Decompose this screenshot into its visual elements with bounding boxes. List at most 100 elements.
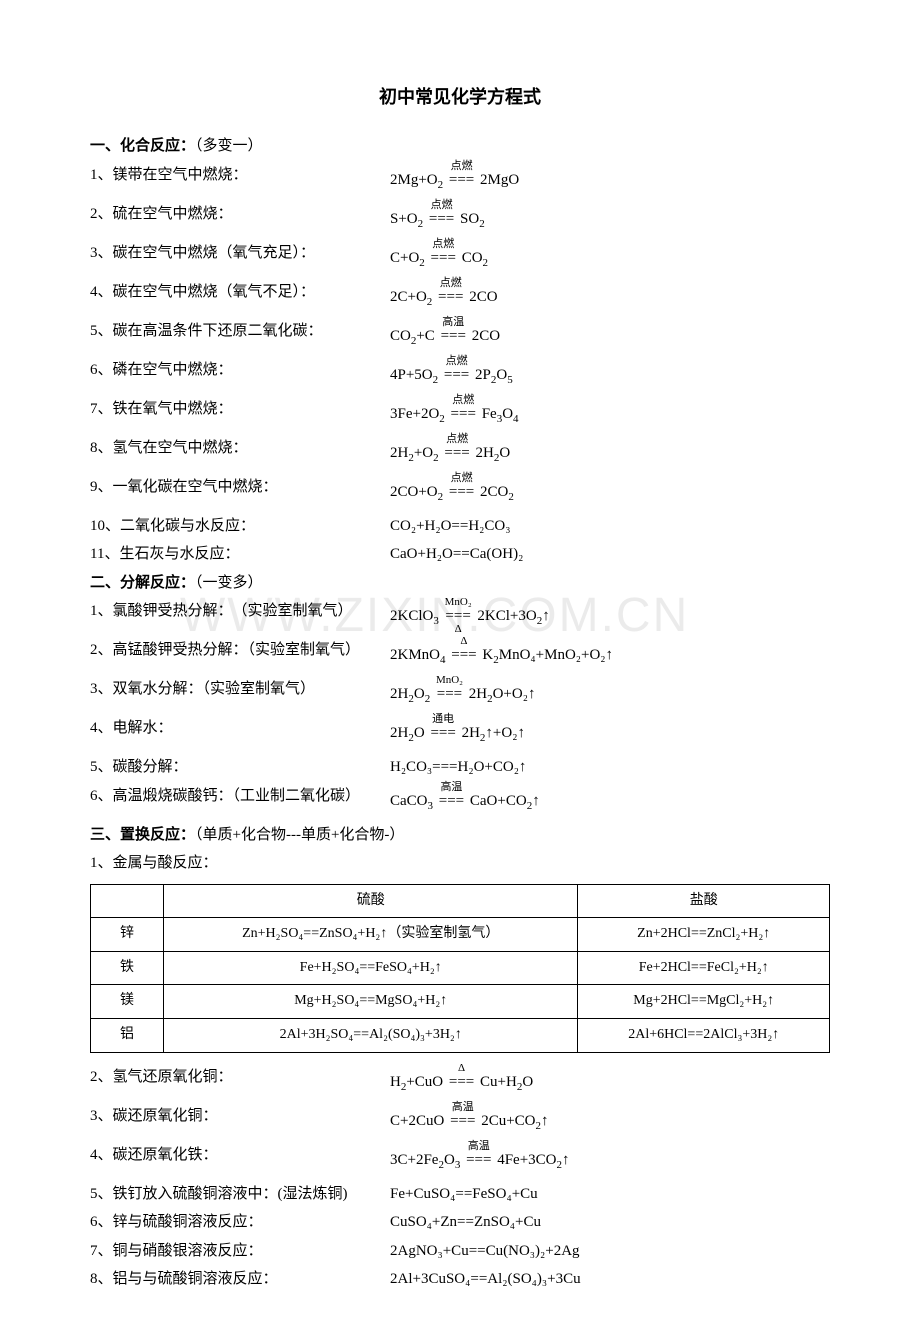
- table-cell: Mg+2HCl==MgCl₂+H₂↑: [578, 985, 830, 1019]
- table-cell: 铝: [91, 1019, 164, 1053]
- table-cell: Fe+2HCl==FeCl₂+H₂↑: [578, 951, 830, 985]
- page-title: 初中常见化学方程式: [90, 80, 830, 114]
- equation-formula: CuSO₄+Zn==ZnSO₄+Cu: [390, 1208, 830, 1237]
- table-cell: Fe+H₂SO₄==FeSO₄+H₂↑: [164, 951, 578, 985]
- table-cell: Mg+H₂SO₄==MgSO₄+H₂↑: [164, 985, 578, 1019]
- table-cell: Zn+2HCl==ZnCl₂+H₂↑: [578, 918, 830, 952]
- equation-formula: 2C+O2 点燃=== 2CO: [390, 278, 830, 317]
- section-2-note: （一变多）: [195, 575, 263, 591]
- equation-desc: 11、生石灰与水反应：: [90, 540, 390, 569]
- section-2-label: 二、分解反应：: [90, 575, 195, 591]
- section-1-note: （多变一）: [195, 138, 263, 154]
- table-header-row: 硫酸 盐酸: [91, 884, 830, 918]
- table-cell: Zn+H₂SO₄==ZnSO₄+H₂↑（实验室制氢气）: [164, 918, 578, 952]
- equation-row: 11、生石灰与水反应：CaO+H₂O==Ca(OH)₂: [90, 540, 830, 569]
- equation-desc: 5、碳在高温条件下还原二氧化碳：: [90, 317, 390, 346]
- equation-desc: 3、碳在空气中燃烧（氧气充足）：: [90, 239, 390, 268]
- equation-desc: 2、硫在空气中燃烧：: [90, 200, 390, 229]
- equation-row: 5、碳酸分解：H₂CO₃===H₂O+CO₂↑: [90, 753, 830, 782]
- section-2-head: 二、分解反应：（一变多）: [90, 569, 830, 598]
- equation-desc: 6、高温煅烧碳酸钙：（工业制二氧化碳）: [90, 782, 390, 811]
- equation-row: 6、高温煅烧碳酸钙：（工业制二氧化碳）CaCO3 高温=== CaO+CO2↑: [90, 782, 830, 821]
- equation-desc: 9、一氧化碳在空气中燃烧：: [90, 473, 390, 502]
- table-row: 镁Mg+H₂SO₄==MgSO₄+H₂↑Mg+2HCl==MgCl₂+H₂↑: [91, 985, 830, 1019]
- equation-row: 5、铁钉放入硫酸铜溶液中：(湿法炼铜)Fe+CuSO₄==FeSO₄+Cu: [90, 1180, 830, 1209]
- equation-desc: 3、碳还原氧化铜：: [90, 1102, 390, 1131]
- equation-desc: 8、氢气在空气中燃烧：: [90, 434, 390, 463]
- equation-desc: 6、锌与硫酸铜溶液反应：: [90, 1208, 390, 1237]
- equation-desc: 1、镁带在空气中燃烧：: [90, 161, 390, 190]
- equation-row: 2、硫在空气中燃烧：S+O2 点燃=== SO2: [90, 200, 830, 239]
- equation-row: 10、二氧化碳与水反应：CO₂+H₂O==H₂CO₃: [90, 512, 830, 541]
- section-1-head: 一、化合反应：（多变一）: [90, 132, 830, 161]
- section-1-label: 一、化合反应：: [90, 138, 195, 154]
- equation-formula: CO₂+H₂O==H₂CO₃: [390, 512, 830, 541]
- document-body: 初中常见化学方程式 一、化合反应：（多变一） 1、镁带在空气中燃烧：2Mg+O2…: [90, 80, 830, 1294]
- equation-row: 8、氢气在空气中燃烧：2H2+O2 点燃=== 2H2O: [90, 434, 830, 473]
- equation-desc: 8、铝与与硫酸铜溶液反应：: [90, 1265, 390, 1294]
- table-cell: 2Al+6HCl==2AlCl₃+3H₂↑: [578, 1019, 830, 1053]
- equation-desc: 1、氯酸钾受热分解： （实验室制氧气）: [90, 597, 390, 626]
- equation-formula: S+O2 点燃=== SO2: [390, 200, 830, 239]
- equation-formula: H2+CuO Δ=== Cu+H2O: [390, 1063, 830, 1102]
- equation-row: 3、双氧水分解：（实验室制氧气）2H2O2 MnO₂=== 2H2O+O₂↑: [90, 675, 830, 714]
- equation-desc: 2、氢气还原氧化铜：: [90, 1063, 390, 1092]
- equation-formula: C+O2 点燃=== CO2: [390, 239, 830, 278]
- section-2-items: 1、氯酸钾受热分解： （实验室制氧气）2KClO3 MnO₂===Δ 2KCl+…: [90, 597, 830, 821]
- table-cell: 2Al+3H₂SO₄==Al₂(SO₄)₃+3H₂↑: [164, 1019, 578, 1053]
- equation-formula: 2KMnO4 Δ=== K2MnO₄+MnO₂+O₂↑: [390, 636, 830, 675]
- equation-formula: H₂CO₃===H₂O+CO₂↑: [390, 753, 830, 782]
- equation-desc: 2、高锰酸钾受热分解：（实验室制氧气）: [90, 636, 390, 665]
- equation-row: 5、碳在高温条件下还原二氧化碳：CO2+C 高温=== 2CO: [90, 317, 830, 356]
- equation-row: 2、高锰酸钾受热分解：（实验室制氧气）2KMnO4 Δ=== K2MnO₄+Mn…: [90, 636, 830, 675]
- section-1-items: 1、镁带在空气中燃烧：2Mg+O2 点燃=== 2MgO2、硫在空气中燃烧：S+…: [90, 161, 830, 569]
- section-3-note: （单质+化合物---单质+化合物-）: [195, 827, 404, 843]
- equation-formula: 2Al+3CuSO₄==Al₂(SO₄)₃+3Cu: [390, 1265, 830, 1294]
- equation-row: 6、锌与硫酸铜溶液反应：CuSO₄+Zn==ZnSO₄+Cu: [90, 1208, 830, 1237]
- equation-row: 1、氯酸钾受热分解： （实验室制氧气）2KClO3 MnO₂===Δ 2KCl+…: [90, 597, 830, 636]
- section-3-items: 2、氢气还原氧化铜：H2+CuO Δ=== Cu+H2O3、碳还原氧化铜：C+2…: [90, 1063, 830, 1294]
- equation-row: 4、碳还原氧化铁：3C+2Fe2O3 高温=== 4Fe+3CO2↑: [90, 1141, 830, 1180]
- equation-desc: 4、碳在空气中燃烧（氧气不足）：: [90, 278, 390, 307]
- equation-row: 6、磷在空气中燃烧：4P+5O2 点燃=== 2P2O5: [90, 356, 830, 395]
- section-3-sub1: 1、金属与酸反应：: [90, 849, 830, 878]
- equation-desc: 3、双氧水分解：（实验室制氧气）: [90, 675, 390, 704]
- equation-formula: 2H2+O2 点燃=== 2H2O: [390, 434, 830, 473]
- equation-formula: 2H2O 通电=== 2H2↑+O₂↑: [390, 714, 830, 753]
- equation-desc: 4、电解水：: [90, 714, 390, 743]
- table-row: 锌Zn+H₂SO₄==ZnSO₄+H₂↑（实验室制氢气）Zn+2HCl==ZnC…: [91, 918, 830, 952]
- equation-formula: CO2+C 高温=== 2CO: [390, 317, 830, 356]
- equation-formula: Fe+CuSO₄==FeSO₄+Cu: [390, 1180, 830, 1209]
- table-cell: 锌: [91, 918, 164, 952]
- equation-formula: C+2CuO 高温=== 2Cu+CO2↑: [390, 1102, 830, 1141]
- equation-formula: 2H2O2 MnO₂=== 2H2O+O₂↑: [390, 675, 830, 714]
- th-hcl: 盐酸: [578, 884, 830, 918]
- equation-formula: 3Fe+2O2 点燃=== Fe3O4: [390, 395, 830, 434]
- equation-desc: 7、铜与硝酸银溶液反应：: [90, 1237, 390, 1266]
- equation-row: 9、一氧化碳在空气中燃烧：2CO+O2 点燃=== 2CO2: [90, 473, 830, 512]
- table-body: 锌Zn+H₂SO₄==ZnSO₄+H₂↑（实验室制氢气）Zn+2HCl==ZnC…: [91, 918, 830, 1052]
- equation-row: 7、铁在氧气中燃烧：3Fe+2O2 点燃=== Fe3O4: [90, 395, 830, 434]
- th-h2so4: 硫酸: [164, 884, 578, 918]
- equation-row: 2、氢气还原氧化铜：H2+CuO Δ=== Cu+H2O: [90, 1063, 830, 1102]
- table-cell: 镁: [91, 985, 164, 1019]
- equation-row: 1、镁带在空气中燃烧：2Mg+O2 点燃=== 2MgO: [90, 161, 830, 200]
- equation-row: 4、电解水：2H2O 通电=== 2H2↑+O₂↑: [90, 714, 830, 753]
- table-row: 铁Fe+H₂SO₄==FeSO₄+H₂↑Fe+2HCl==FeCl₂+H₂↑: [91, 951, 830, 985]
- equation-row: 8、铝与与硫酸铜溶液反应：2Al+3CuSO₄==Al₂(SO₄)₃+3Cu: [90, 1265, 830, 1294]
- equation-desc: 5、碳酸分解：: [90, 753, 390, 782]
- equation-row: 3、碳在空气中燃烧（氧气充足）：C+O2 点燃=== CO2: [90, 239, 830, 278]
- equation-row: 4、碳在空气中燃烧（氧气不足）：2C+O2 点燃=== 2CO: [90, 278, 830, 317]
- equation-formula: 4P+5O2 点燃=== 2P2O5: [390, 356, 830, 395]
- equation-formula: 2Mg+O2 点燃=== 2MgO: [390, 161, 830, 200]
- equation-formula: 3C+2Fe2O3 高温=== 4Fe+3CO2↑: [390, 1141, 830, 1180]
- equation-desc: 6、磷在空气中燃烧：: [90, 356, 390, 385]
- th-blank: [91, 884, 164, 918]
- metal-acid-table: 硫酸 盐酸 锌Zn+H₂SO₄==ZnSO₄+H₂↑（实验室制氢气）Zn+2HC…: [90, 884, 830, 1053]
- equation-formula: 2AgNO₃+Cu==Cu(NO₃)₂+2Ag: [390, 1237, 830, 1266]
- equation-row: 7、铜与硝酸银溶液反应：2AgNO₃+Cu==Cu(NO₃)₂+2Ag: [90, 1237, 830, 1266]
- equation-formula: CaO+H₂O==Ca(OH)₂: [390, 540, 830, 569]
- table-row: 铝2Al+3H₂SO₄==Al₂(SO₄)₃+3H₂↑2Al+6HCl==2Al…: [91, 1019, 830, 1053]
- equation-formula: CaCO3 高温=== CaO+CO2↑: [390, 782, 830, 821]
- equation-desc: 7、铁在氧气中燃烧：: [90, 395, 390, 424]
